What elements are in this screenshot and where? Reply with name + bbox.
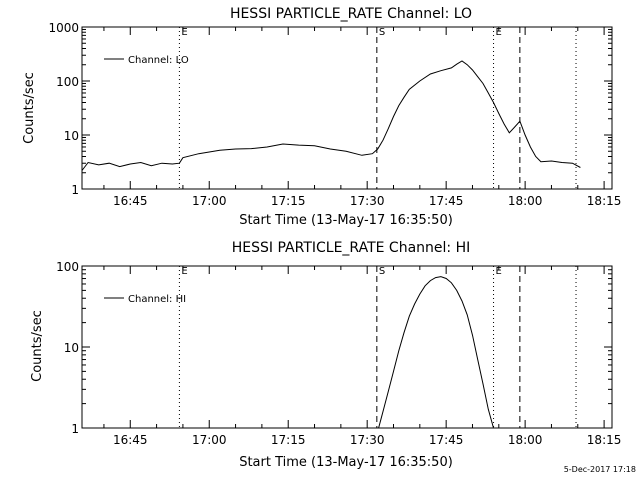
y-tick-label: 100 [56, 75, 79, 89]
x-axis-label: Start Time (13-May-17 16:35:50) [239, 213, 453, 228]
y-tick-label: 100 [56, 260, 79, 274]
x-tick-label: 18:00 [508, 433, 543, 447]
x-tick-label: 17:30 [350, 194, 385, 208]
x-tick-label: 17:45 [429, 194, 464, 208]
series-line [81, 60, 581, 171]
series-line [378, 276, 494, 429]
print-timestamp: 5-Dec-2017 17:18 [563, 465, 636, 474]
legend-label: Channel: LO [128, 55, 189, 66]
x-tick-label: 17:15 [271, 194, 306, 208]
event-marker-label: S [379, 27, 385, 38]
y-axis-label: Counts/sec [30, 310, 45, 382]
legend-label: Channel: HI [128, 294, 186, 305]
chart-title: HESSI PARTICLE_RATE Channel: LO [230, 6, 472, 22]
x-tick-label: 16:45 [113, 194, 148, 208]
x-tick-label: 17:00 [192, 194, 227, 208]
lo-channel-panel: HESSI PARTICLE_RATE Channel: LO Start Ti… [22, 6, 621, 228]
chart-title: HESSI PARTICLE_RATE Channel: HI [232, 240, 470, 256]
plot-frame [81, 26, 613, 190]
x-tick-label: 17:15 [271, 433, 306, 447]
event-marker-label: S [379, 266, 385, 277]
x-tick-label: 18:15 [587, 194, 622, 208]
x-tick-label: 16:45 [113, 433, 148, 447]
x-tick-label: 17:45 [429, 433, 464, 447]
y-axis-label: Counts/sec [22, 72, 37, 144]
x-tick-label: 18:15 [587, 433, 622, 447]
event-marker-label: E [496, 27, 502, 38]
y-tick-label: 10 [64, 129, 79, 143]
y-tick-label: 10 [64, 341, 79, 355]
y-tick-label: 1 [71, 422, 79, 436]
event-marker-label: E [181, 266, 187, 277]
x-tick-label: 18:00 [508, 194, 543, 208]
x-axis-label: Start Time (13-May-17 16:35:50) [239, 455, 453, 470]
plot-frame [81, 265, 613, 429]
event-marker-label: E [496, 266, 502, 277]
y-tick-label: 1000 [48, 21, 79, 35]
x-tick-label: 17:30 [350, 433, 385, 447]
hi-channel-panel: HESSI PARTICLE_RATE Channel: HI Start Ti… [30, 240, 621, 470]
y-tick-label: 1 [71, 183, 79, 197]
x-tick-label: 17:00 [192, 433, 227, 447]
event-marker-label: E [181, 27, 187, 38]
